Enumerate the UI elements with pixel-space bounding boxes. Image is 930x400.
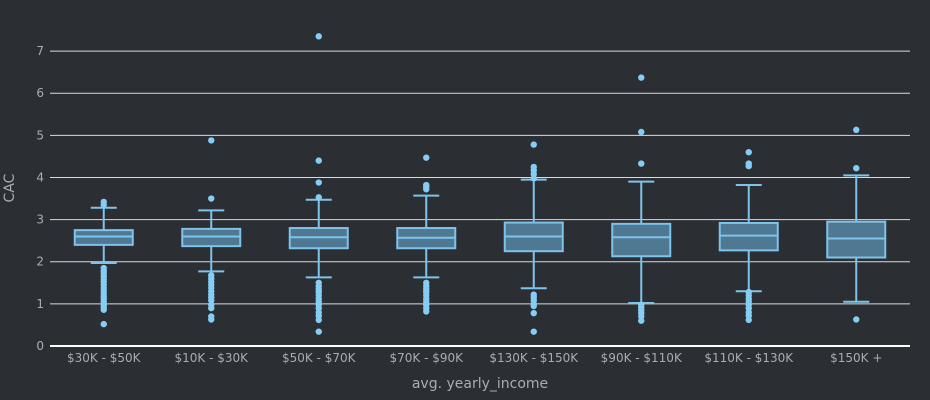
box-layer: [73, 33, 887, 335]
box-group: [611, 74, 672, 324]
outlier-point: [638, 128, 645, 136]
box-group: [288, 33, 349, 335]
outlier-point: [100, 306, 107, 313]
outlier-point: [208, 137, 215, 144]
outlier-point: [853, 316, 860, 323]
x-axis-title: avg. yearly_income: [412, 376, 548, 392]
x-tick-label: $90K - $110K: [601, 351, 683, 365]
x-tick-label: $130K - $150K: [489, 351, 579, 365]
x-tick-label: $50K - $70K: [282, 351, 357, 365]
box-iqr: [826, 220, 887, 259]
outlier-point: [208, 195, 215, 202]
x-tick-layer: $30K - $50K $10K - $30K $50K - $70K $70K - …: [67, 351, 882, 365]
box-group: [718, 148, 779, 324]
outlier-point: [745, 316, 752, 324]
box-group: [181, 137, 242, 323]
y-tick-label: 5: [36, 128, 44, 142]
outlier-point: [315, 157, 322, 164]
outlier-point: [315, 194, 322, 201]
y-tick-label: 7: [36, 44, 44, 58]
outlier-point: [530, 141, 537, 148]
outlier-point: [100, 320, 107, 328]
y-tick-label: 6: [36, 86, 44, 100]
box-group: [826, 126, 887, 323]
box-group: [503, 141, 564, 335]
box-iqr: [718, 221, 779, 252]
outlier-point: [638, 160, 645, 167]
outlier-point: [423, 308, 430, 315]
outlier-point: [315, 328, 322, 335]
outlier-point: [638, 317, 645, 324]
outlier-point: [530, 309, 537, 317]
outlier-point: [638, 74, 645, 81]
outlier-point: [208, 316, 215, 323]
y-tick-label: 3: [36, 213, 44, 227]
box-iqr: [611, 222, 672, 258]
x-tick-label: $30K - $50K: [67, 351, 142, 365]
box-iqr: [181, 227, 242, 248]
x-tick-label: $150K +: [830, 351, 882, 365]
x-tick-label: $70K - $90K: [389, 351, 464, 365]
outlier-point: [423, 186, 430, 193]
y-tick-label: 2: [36, 255, 44, 269]
outlier-point: [315, 179, 322, 186]
y-tick-layer: 0 1 2 3 4 5 6 7: [36, 44, 44, 353]
outlier-point: [100, 198, 107, 206]
x-tick-label: $110K - $130K: [704, 351, 794, 365]
outlier-point: [530, 328, 537, 335]
outlier-point: [315, 316, 322, 324]
outlier-point: [208, 304, 215, 312]
outlier-point: [853, 126, 860, 134]
x-tick-label: $10K - $30K: [174, 351, 249, 365]
box-iqr: [73, 229, 134, 246]
box-group: [396, 154, 457, 315]
grid-layer: [50, 50, 910, 347]
outlier-point: [423, 154, 430, 161]
outlier-point: [530, 175, 537, 182]
outlier-point: [530, 302, 537, 310]
y-tick-label: 4: [36, 170, 44, 184]
y-tick-label: 0: [36, 339, 44, 353]
outlier-point: [315, 33, 322, 40]
y-axis-title: CAC: [2, 173, 18, 202]
outlier-point: [745, 148, 752, 156]
outlier-point: [853, 164, 860, 172]
y-tick-label: 1: [36, 297, 44, 311]
outlier-point: [745, 162, 752, 170]
box-group: [73, 198, 134, 328]
